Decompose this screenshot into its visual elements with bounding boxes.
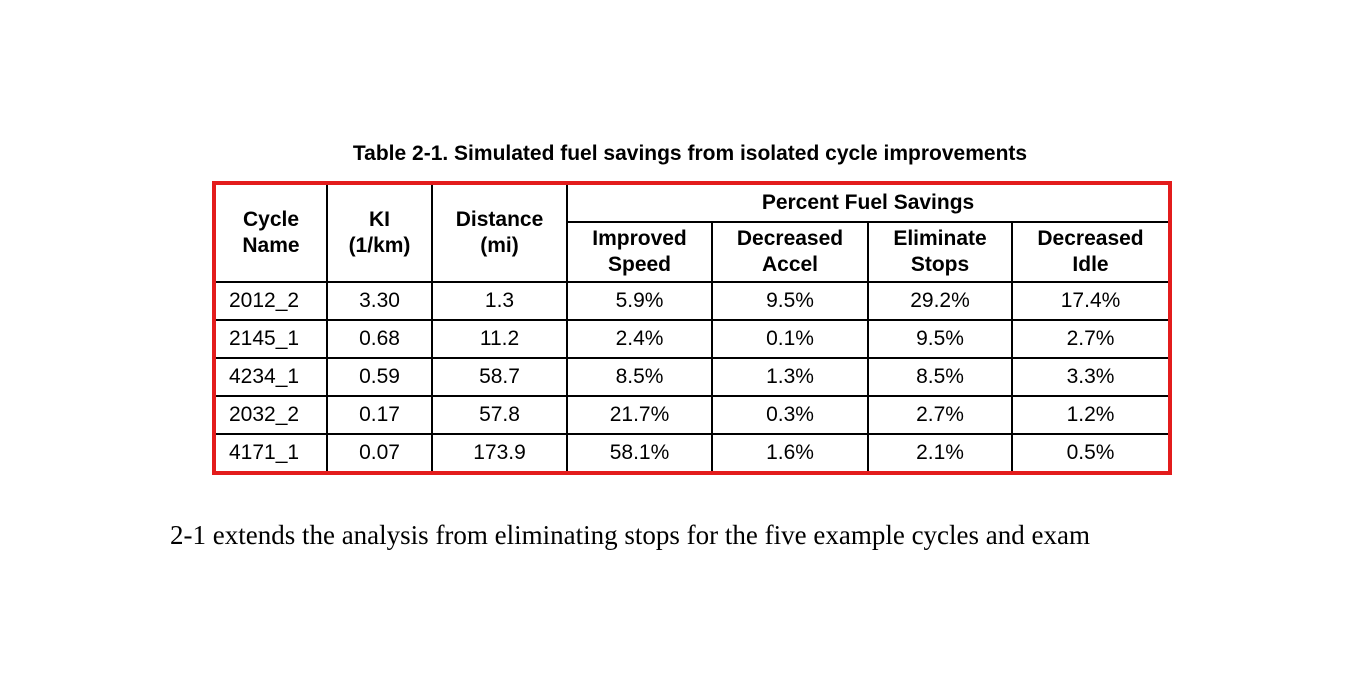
table-row: 4171_1 0.07 173.9 58.1% 1.6% 2.1% 0.5% [213,433,1172,474]
header-eliminate-stops: Eliminate Stops [867,221,1013,283]
header-row-group: Cycle Name KI (1/km) Distance (mi) Perce… [213,182,1172,283]
table-caption: Table 2-1. Simulated fuel savings from i… [352,142,1028,165]
cell-eliminate-stops: 9.5% [867,319,1013,359]
table-row: 4234_1 0.59 58.7 8.5% 1.3% 8.5% 3.3% [213,357,1172,397]
cell-decreased-idle: 1.2% [1010,395,1172,435]
header-distance: Distance (mi) [431,182,568,283]
cell-distance: 173.9 [431,433,568,474]
body-text: 2-1 extends the analysis from eliminatin… [170,520,1090,550]
cell-improved-speed: 5.9% [566,281,713,321]
cell-ki: 0.68 [326,319,433,359]
cell-improved-speed: 8.5% [566,357,713,397]
table-block: Table 2-1. Simulated fuel savings from i… [212,141,1173,475]
cell-cycle: 2145_1 [213,319,328,359]
header-cycle-name: Cycle Name [213,182,328,283]
table-row: 2012_2 3.30 1.3 5.9% 9.5% 29.2% 17.4% [213,281,1172,321]
cell-decreased-idle: 0.5% [1010,433,1172,474]
cell-improved-speed: 21.7% [566,395,713,435]
cell-distance: 57.8 [431,395,568,435]
cell-ki: 0.07 [326,433,433,474]
cell-distance: 11.2 [431,319,568,359]
cell-decreased-accel: 0.1% [711,319,869,359]
header-percent-fuel-savings: Percent Fuel Savings [565,182,1172,223]
cell-cycle: 2012_2 [213,281,328,321]
cell-eliminate-stops: 8.5% [867,357,1013,397]
cell-decreased-accel: 1.6% [711,433,869,474]
cell-decreased-accel: 0.3% [711,395,869,435]
header-improved-speed: Improved Speed [566,221,713,283]
header-row-sub: Improved Speed Decreased Accel Eliminate… [214,221,1172,283]
cell-improved-speed: 2.4% [566,319,713,359]
fuel-savings-table: Cycle Name KI (1/km) Distance (mi) Perce… [212,181,1173,475]
cell-distance: 1.3 [431,281,568,321]
cell-decreased-accel: 1.3% [711,357,869,397]
cell-ki: 0.17 [326,395,433,435]
cell-eliminate-stops: 2.1% [867,433,1013,474]
cell-ki: 3.30 [326,281,433,321]
cell-decreased-accel: 9.5% [711,281,869,321]
cell-cycle: 2032_2 [213,395,328,435]
table-row: 2145_1 0.68 11.2 2.4% 0.1% 9.5% 2.7% [213,319,1172,359]
cell-ki: 0.59 [326,357,433,397]
cell-eliminate-stops: 29.2% [867,281,1013,321]
header-decreased-accel: Decreased Accel [711,221,869,283]
header-ki: KI (1/km) [326,182,433,283]
cell-distance: 58.7 [431,357,568,397]
cell-decreased-idle: 17.4% [1010,281,1172,321]
cell-cycle: 4234_1 [213,357,328,397]
cell-eliminate-stops: 2.7% [867,395,1013,435]
cell-improved-speed: 58.1% [566,433,713,474]
header-decreased-idle: Decreased Idle [1010,221,1172,283]
table-row: 2032_2 0.17 57.8 21.7% 0.3% 2.7% 1.2% [213,395,1172,435]
cell-decreased-idle: 3.3% [1010,357,1172,397]
cell-cycle: 4171_1 [213,433,328,474]
cell-decreased-idle: 2.7% [1010,319,1172,359]
